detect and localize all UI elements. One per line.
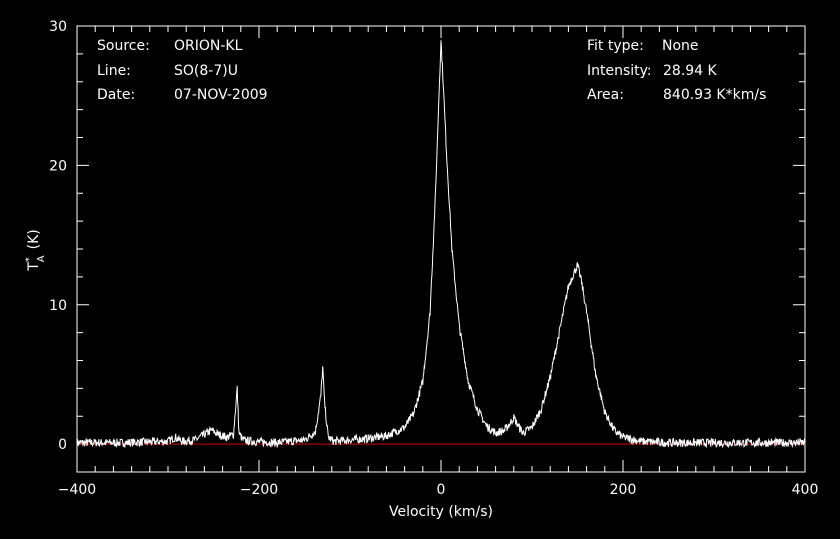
area-label: Area: [587,87,624,103]
x-tick-label: 200 [610,482,637,498]
intensity-value: 28.94 K [663,63,718,79]
x-axis-label: Velocity (km/s) [389,504,493,520]
intensity-label: Intensity: [587,63,652,79]
fit-type-value: None [662,38,699,54]
date-label: Date: [97,87,135,103]
y-tick-label: 30 [49,19,67,35]
spectrum-line [76,40,806,449]
fit-type-label: Fit type: [587,38,644,54]
date-value: 07-NOV-2009 [174,87,268,103]
y-tick-label: 20 [49,158,67,174]
area-value: 840.93 K*km/s [663,87,766,103]
y-axis-label-sub: A [36,255,47,262]
svg-text:T*A(K): T*A (K) [24,229,47,272]
line-value: SO(8-7)U [174,63,238,79]
axis-tick-labels: −400 −200 0 200 400 0 10 20 30 [49,19,818,498]
y-axis-label-sup: * [24,257,35,262]
y-axis-label-base: T [26,262,42,272]
x-tick-label: −400 [58,482,96,498]
x-tick-label: 0 [437,482,446,498]
y-tick-label: 10 [49,298,67,314]
source-value: ORION-KL [174,38,243,54]
x-tick-label: −200 [240,482,278,498]
x-tick-label: 400 [792,482,819,498]
line-label: Line: [97,63,131,79]
y-axis-label: T*A (K) [24,229,47,272]
source-label: Source: [97,38,150,54]
y-tick-label: 0 [58,437,67,453]
y-axis-label-unit: (K) [26,229,42,249]
